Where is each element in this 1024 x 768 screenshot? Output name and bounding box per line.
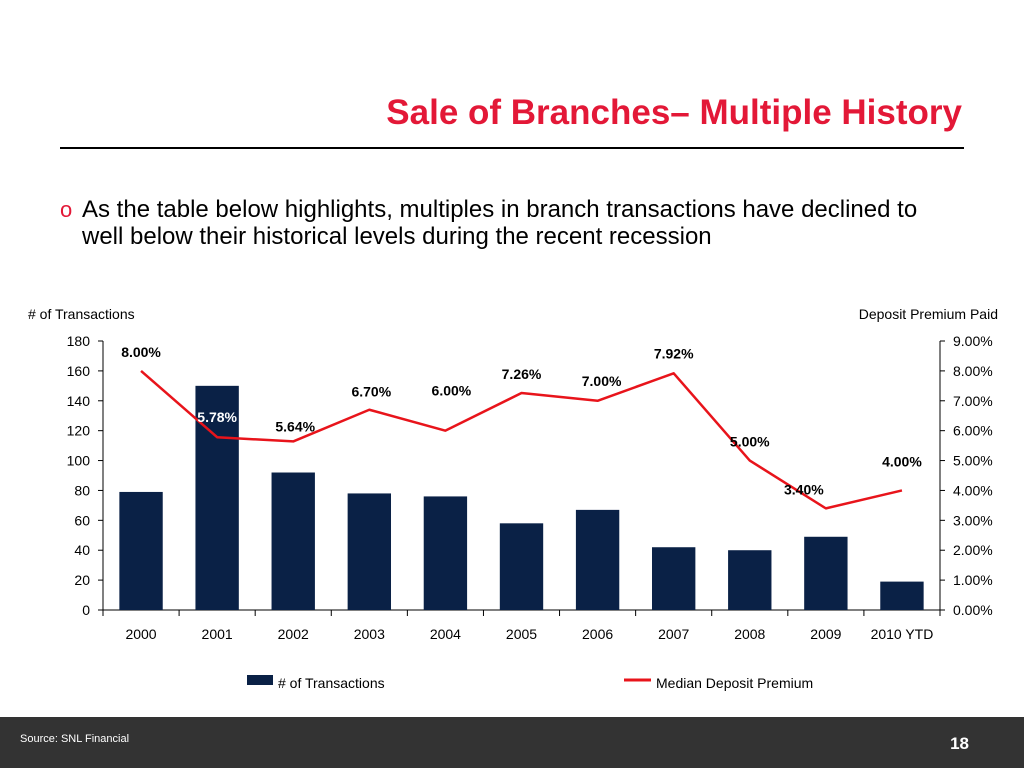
bar-transactions [499,523,544,610]
bar-transactions [347,493,392,610]
left-tick-label: 0 [82,602,90,618]
left-axis-title: # of Transactions [28,306,135,322]
x-tick-label: 2004 [430,626,461,642]
right-tick-label: 8.00% [953,363,993,379]
bar-transactions [651,547,696,610]
left-tick-label: 160 [67,363,91,379]
left-tick-label: 40 [74,542,90,558]
slide-title: Sale of Branches– Multiple History [386,93,962,132]
x-tick-label: 2000 [125,626,156,642]
line-data-label: 8.00% [121,344,161,360]
line-data-label: 7.92% [654,345,694,361]
x-tick-label: 2010 YTD [871,626,934,642]
line-data-label: 7.26% [502,366,542,382]
left-tick-label: 120 [67,423,91,439]
x-tick-label: 2006 [582,626,613,642]
right-tick-label: 3.00% [953,512,993,528]
line-median-premium [140,369,903,510]
left-tick-label: 20 [74,572,90,588]
legend-label-transactions: # of Transactions [278,675,385,691]
legend-label-premium: Median Deposit Premium [656,675,813,691]
title-divider [60,147,964,149]
bar-transactions [880,581,924,610]
line-data-label: 5.00% [730,434,770,450]
right-tick-label: 4.00% [953,482,993,498]
x-tick-label: 2005 [506,626,537,642]
left-tick-label: 140 [67,393,91,409]
right-tick-label: 7.00% [953,393,993,409]
page-number: 18 [950,734,969,753]
x-tick-label: 2009 [810,626,841,642]
right-tick-label: 1.00% [953,572,993,588]
x-tick-label: 2001 [202,626,233,642]
right-tick-label: 6.00% [953,423,993,439]
bullet-text: As the table below highlights, multiples… [82,196,918,250]
x-tick-label: 2003 [354,626,385,642]
x-tick-label: 2007 [658,626,689,642]
bar-transactions [728,550,772,610]
line-data-label: 7.00% [582,373,622,389]
left-tick-label: 60 [74,512,90,528]
line-data-label: 4.00% [882,453,922,469]
line-data-label: 6.00% [432,383,472,399]
right-axis-title: Deposit Premium Paid [859,306,998,322]
bar-transactions [119,491,163,610]
left-tick-label: 180 [67,333,91,349]
line-data-label: 5.64% [275,418,315,434]
bar-transactions [423,496,468,610]
right-tick-label: 9.00% [953,333,993,349]
right-tick-label: 0.00% [953,602,993,618]
line-data-label: 3.40% [784,481,824,497]
bar-transactions [804,536,848,610]
bar-transactions [271,472,315,610]
source-note: Source: SNL Financial [20,733,130,745]
left-tick-label: 100 [67,453,91,469]
bullet-marker: o [60,197,73,222]
legend-swatch-transactions [247,675,273,685]
left-tick-label: 80 [74,482,90,498]
transactions-premium-chart: # of Transactions Deposit Premium Paid 0 20… [28,306,998,691]
line-data-label: 6.70% [351,384,391,400]
bar-transactions [575,509,620,610]
right-tick-label: 2.00% [953,542,993,558]
footer-bar: Source: SNL Financial 18 [0,717,1024,768]
right-tick-label: 5.00% [953,453,993,469]
x-tick-label: 2002 [278,626,309,642]
bullet-point: o As the table below highlights, multipl… [60,196,940,250]
x-tick-label: 2008 [734,626,765,642]
line-data-label: 5.78% [197,409,237,425]
